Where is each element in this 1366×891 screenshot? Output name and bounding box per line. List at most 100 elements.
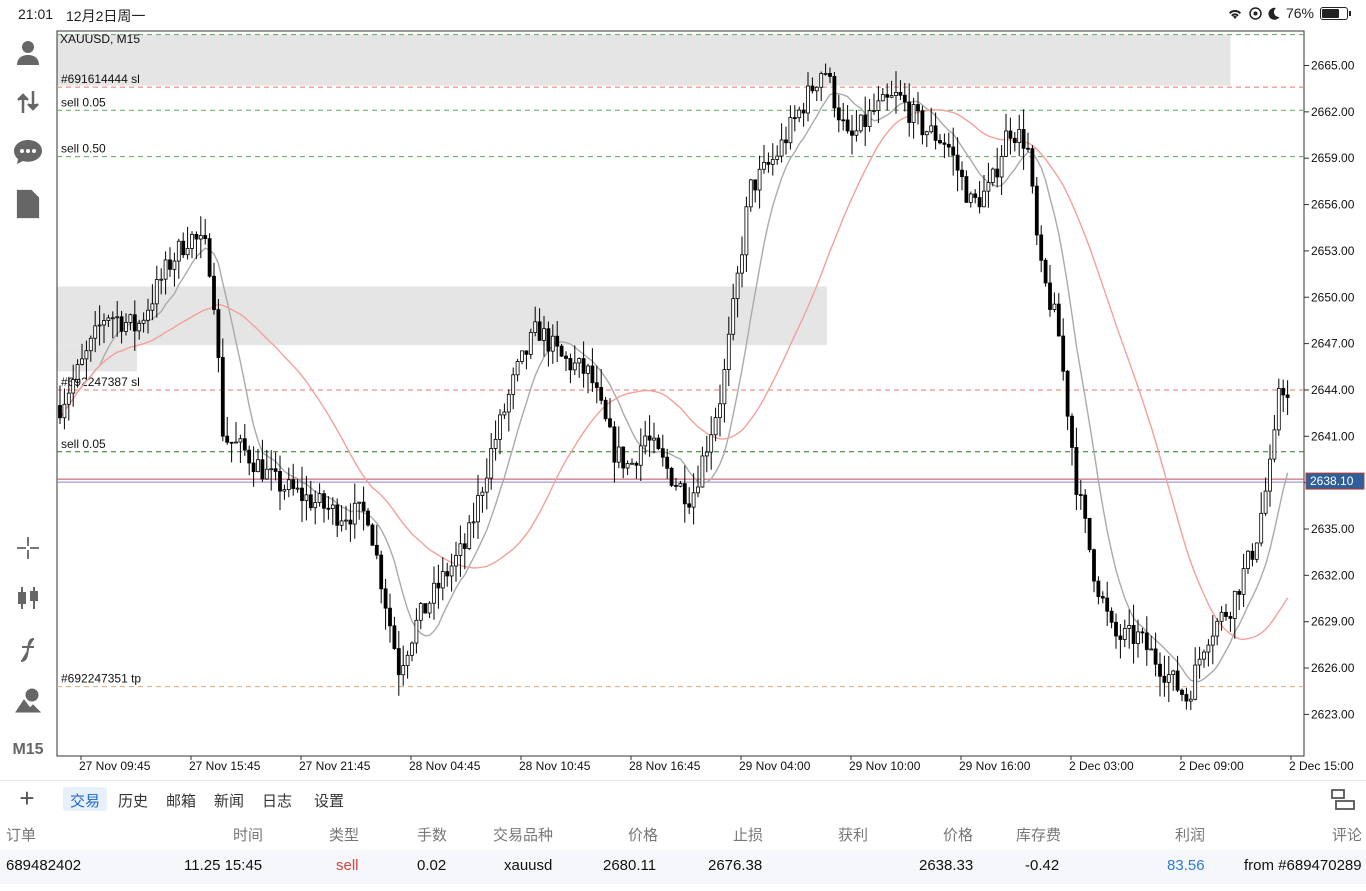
candle-body xyxy=(1263,490,1268,514)
trade-icon[interactable] xyxy=(0,82,56,122)
price-chart[interactable]: #691614444 sl sell 0.05 sell 0.50 #69224738… xyxy=(0,0,1366,780)
candle-body xyxy=(920,110,925,136)
candle-body xyxy=(621,446,626,469)
left-toolbar: M15 xyxy=(0,28,56,774)
crosshair-icon[interactable] xyxy=(0,528,56,568)
candle-body xyxy=(1052,303,1057,310)
candle-body xyxy=(801,109,806,114)
chart-type-icon[interactable] xyxy=(0,578,56,618)
candle-body xyxy=(181,240,186,256)
candle-body xyxy=(1153,648,1158,665)
candle-body xyxy=(1004,130,1008,157)
candle-body xyxy=(867,110,872,127)
status-indicators: 76% xyxy=(1227,5,1351,21)
bottom-tab-bar: + 交易 历史 邮箱 新闻 日志 设置 xyxy=(0,780,1366,814)
ma-slow-line xyxy=(59,109,1289,641)
candle-body xyxy=(251,462,256,473)
candle-body xyxy=(1219,611,1224,622)
candle-body xyxy=(990,168,995,183)
table-row[interactable] xyxy=(0,850,1366,884)
candle-body xyxy=(555,335,560,347)
candle-body xyxy=(317,493,322,503)
candle-body xyxy=(304,494,309,501)
col-header-price: 价格 xyxy=(628,827,659,844)
candle-body xyxy=(546,328,551,352)
order-level-lines[interactable]: #691614444 sl sell 0.05 sell 0.50 #69224738… xyxy=(57,34,1304,688)
candle-body xyxy=(1281,387,1286,396)
candle-body xyxy=(383,588,388,609)
candle-body xyxy=(256,459,260,473)
col-header-profit: 利润 xyxy=(1175,827,1206,844)
location-icon xyxy=(1249,6,1262,20)
candle-body xyxy=(137,322,142,332)
candle-body xyxy=(163,259,168,280)
candle-body xyxy=(229,441,234,444)
candle-body xyxy=(753,179,758,191)
cell-sl: 2676.38 xyxy=(708,857,763,874)
candle-body xyxy=(748,179,753,208)
new-order-icon[interactable] xyxy=(0,184,56,224)
zone-rect xyxy=(57,34,1231,86)
candle-body xyxy=(432,582,436,604)
time-tick-label: 28 Nov 16:45 xyxy=(629,759,701,773)
cell-comment: from #689470289 xyxy=(1244,857,1362,874)
tab-trade[interactable]: 交易 xyxy=(63,787,108,811)
candle-body xyxy=(942,142,947,145)
candle-body xyxy=(1215,620,1220,637)
candle-body xyxy=(1149,648,1154,651)
candle-body xyxy=(440,571,445,589)
price-tick-label: 2644.00 xyxy=(1311,383,1355,397)
candle-body xyxy=(647,435,652,441)
candle-body xyxy=(559,345,564,357)
tab-settings[interactable]: 设置 xyxy=(314,793,345,810)
cell-type: sell xyxy=(336,857,359,874)
candle-body xyxy=(194,233,199,240)
layout-icon[interactable] xyxy=(1330,787,1356,811)
candle-body xyxy=(568,358,573,371)
candle-body xyxy=(1171,670,1176,675)
account-icon[interactable] xyxy=(0,32,56,72)
candle-body xyxy=(489,448,494,479)
time-tick-label: 27 Nov 09:45 xyxy=(79,759,151,773)
tab-mailbox[interactable]: 邮箱 xyxy=(166,793,197,810)
candle-body xyxy=(445,571,450,577)
add-button[interactable]: + xyxy=(19,783,35,813)
candle-body xyxy=(467,522,472,549)
candle-body xyxy=(176,240,181,262)
candle-body xyxy=(348,519,353,525)
candle-body xyxy=(1210,635,1215,646)
candle-body xyxy=(1175,670,1180,691)
chart-frame xyxy=(56,30,1305,757)
candle-body xyxy=(792,117,797,119)
price-tick-label: 2650.00 xyxy=(1311,290,1355,304)
tab-journal[interactable]: 日志 xyxy=(262,793,293,810)
objects-icon[interactable] xyxy=(0,680,56,720)
order-level-label: sell 0.05 xyxy=(61,95,106,109)
candle-body xyxy=(396,648,401,676)
tab-news[interactable]: 新闻 xyxy=(214,793,245,810)
candle-body xyxy=(528,332,533,355)
chat-icon[interactable] xyxy=(0,132,56,172)
candle-body xyxy=(418,603,423,621)
candle-body xyxy=(1034,185,1039,236)
candle-body xyxy=(550,335,555,352)
indicators-icon[interactable] xyxy=(0,630,56,670)
candle-body xyxy=(744,206,749,256)
candle-body xyxy=(436,582,441,589)
candle-body xyxy=(982,190,986,208)
time-axis: 27 Nov 09:45 27 Nov 15:45 27 Nov 21:45 28 N… xyxy=(79,756,1354,773)
candle-body xyxy=(612,426,617,463)
price-tick-label: 2626.00 xyxy=(1311,661,1355,675)
battery-percent: 76% xyxy=(1285,5,1314,21)
candle-body xyxy=(599,387,604,401)
candle-body xyxy=(894,92,898,96)
timeframe-button[interactable]: M15 xyxy=(0,730,56,770)
battery-icon xyxy=(1320,6,1351,20)
col-header-order: 订单 xyxy=(6,827,37,844)
price-tick-label: 2647.00 xyxy=(1311,337,1355,351)
candle-body xyxy=(388,607,392,627)
tab-history[interactable]: 历史 xyxy=(118,793,149,810)
candle-body xyxy=(110,317,115,320)
time-tick-label: 28 Nov 10:45 xyxy=(519,759,591,773)
candle-body xyxy=(854,130,859,136)
